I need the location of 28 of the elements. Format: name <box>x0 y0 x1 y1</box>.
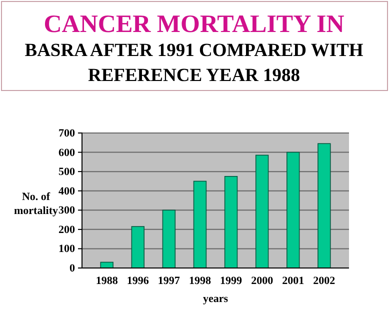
y-tick-label: 400 <box>58 185 76 198</box>
x-tick-label: 2001 <box>282 275 304 288</box>
y-tick-label: 700 <box>58 128 76 140</box>
y-tick-label: 0 <box>70 262 76 275</box>
chart-subtitle: BASRA AFTER 1991 COMPARED WITH REFERENCE YEAR 1988 <box>24 41 364 86</box>
chart-title: CANCER MORTALITY IN <box>44 11 344 38</box>
x-tick-label: 1988 <box>96 275 118 288</box>
bar <box>318 143 331 268</box>
bar <box>131 226 144 268</box>
bar <box>193 180 207 268</box>
x-tick-label: 1999 <box>220 275 243 288</box>
bar <box>162 210 176 268</box>
y-tick-label: 100 <box>58 243 76 256</box>
y-tick-label: 200 <box>58 224 76 236</box>
bar <box>286 152 300 268</box>
x-tick-label: 1997 <box>158 275 180 288</box>
y-axis-title: No. of mortality <box>14 191 58 217</box>
bar <box>100 262 114 268</box>
x-tick-label: 2000 <box>251 275 274 288</box>
x-tick-label: 2002 <box>313 275 336 288</box>
x-tick-label: 1998 <box>188 275 212 288</box>
y-tick-label: 600 <box>58 146 76 159</box>
bar <box>224 176 238 268</box>
y-tick-label: 300 <box>58 204 76 217</box>
bar <box>255 154 269 268</box>
x-axis-title: years <box>202 293 229 305</box>
x-tick-label: 1996 <box>126 275 150 288</box>
y-tick-label: 500 <box>58 166 76 178</box>
